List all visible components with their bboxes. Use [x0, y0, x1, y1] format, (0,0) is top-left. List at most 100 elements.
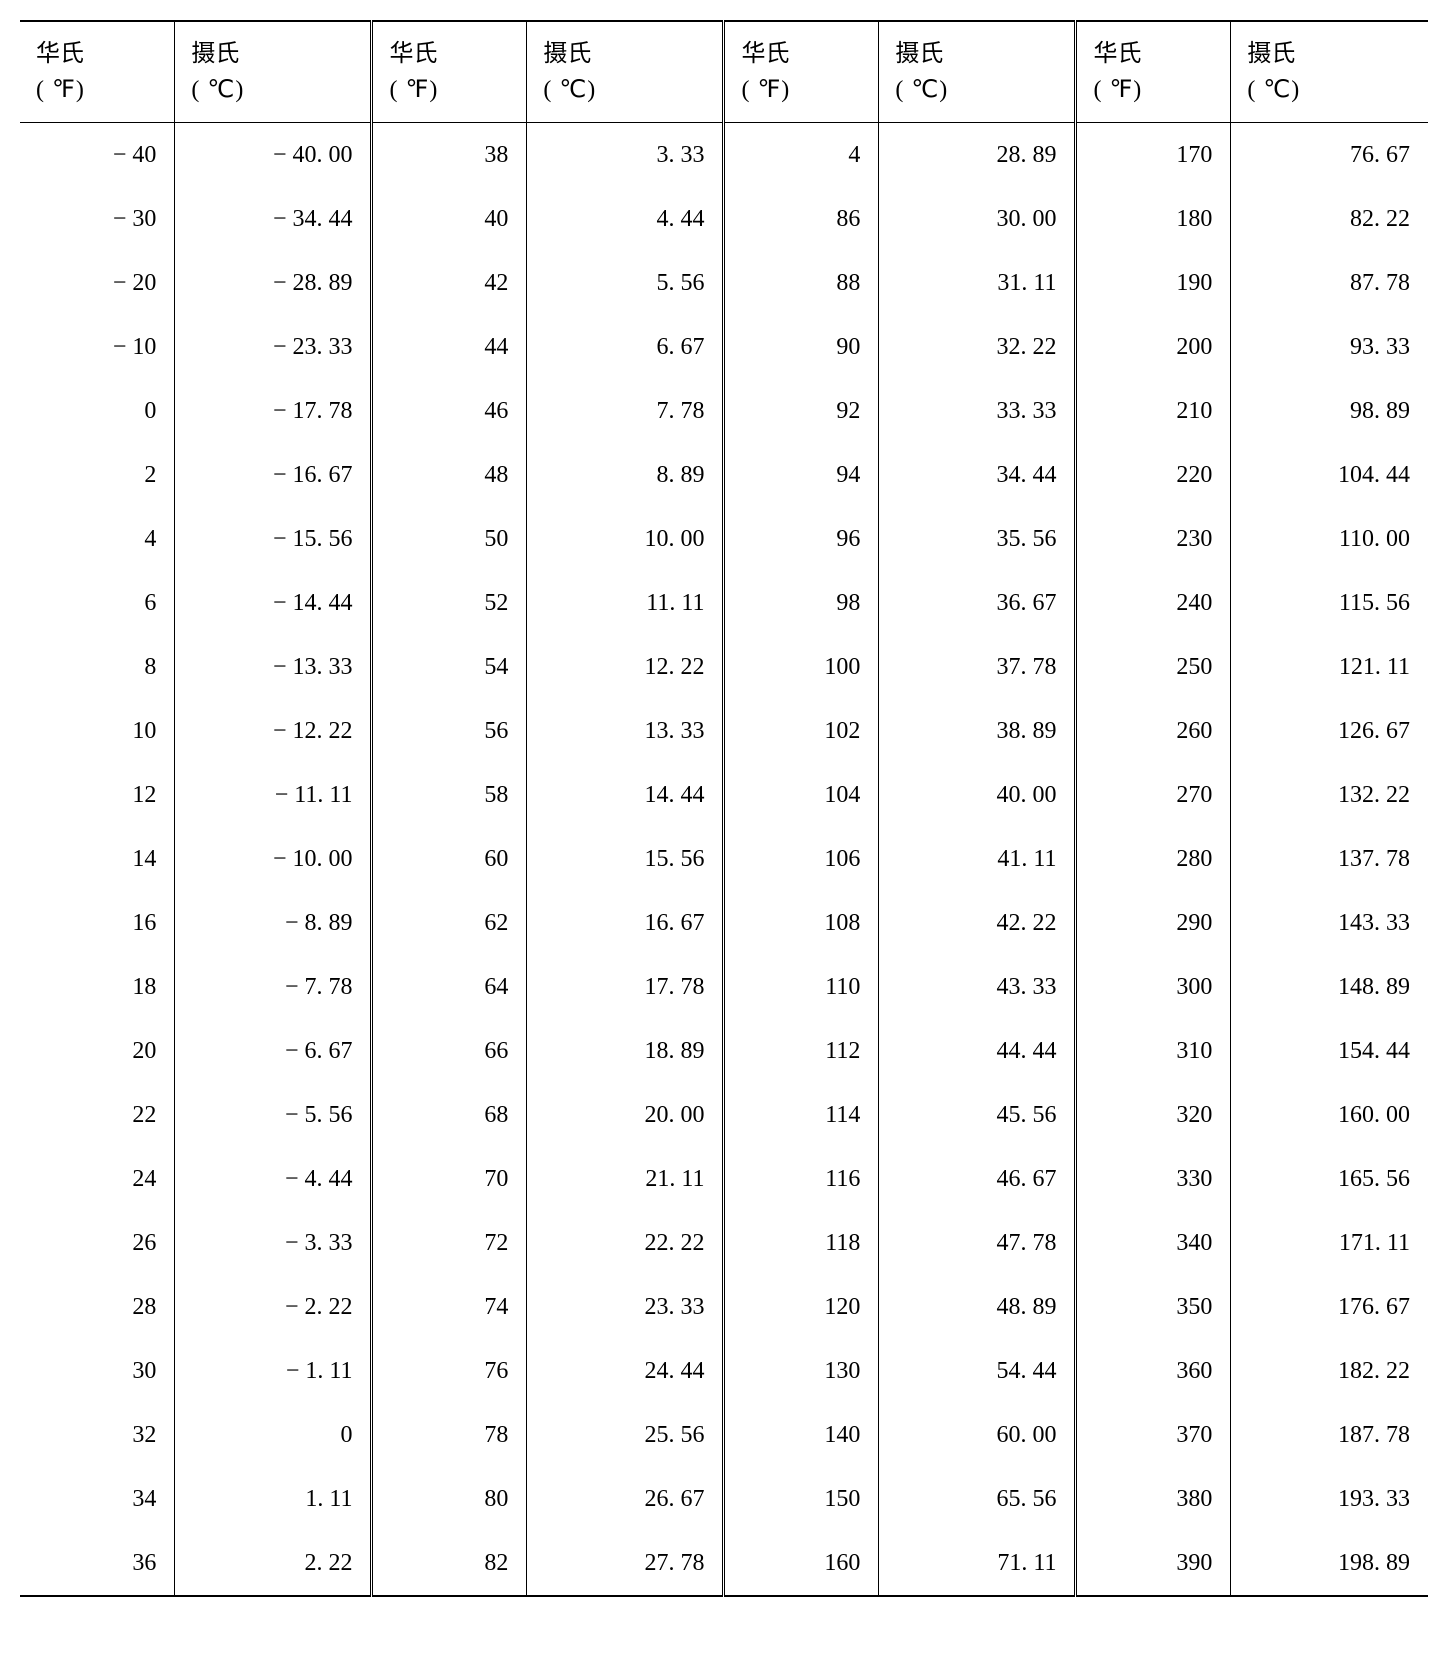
cell-celsius: − 7. 78: [175, 955, 372, 1019]
cell-celsius: 104. 44: [1231, 443, 1428, 507]
cell-fahrenheit: 32: [20, 1403, 175, 1467]
cell-celsius: 30. 00: [879, 187, 1076, 251]
cell-celsius: 16. 67: [527, 891, 724, 955]
cell-fahrenheit: 4: [20, 507, 175, 571]
col-header-f: 华氏 ( ℉): [20, 21, 175, 123]
cell-fahrenheit: 42: [372, 251, 527, 315]
cell-celsius: 22. 22: [527, 1211, 724, 1275]
table-header-row: 华氏 ( ℉) 摄氏 ( ℃) 华氏 ( ℉) 摄氏 ( ℃) 华氏 ( ℉) …: [20, 21, 1428, 123]
cell-celsius: 182. 22: [1231, 1339, 1428, 1403]
cell-fahrenheit: 16: [20, 891, 175, 955]
cell-celsius: 24. 44: [527, 1339, 724, 1403]
cell-celsius: − 1. 11: [175, 1339, 372, 1403]
cell-fahrenheit: 310: [1076, 1019, 1231, 1083]
cell-celsius: 148. 89: [1231, 955, 1428, 1019]
cell-fahrenheit: − 40: [20, 123, 175, 188]
cell-celsius: 33. 33: [879, 379, 1076, 443]
cell-fahrenheit: 72: [372, 1211, 527, 1275]
cell-fahrenheit: 52: [372, 571, 527, 635]
cell-fahrenheit: 140: [724, 1403, 879, 1467]
cell-fahrenheit: 38: [372, 123, 527, 188]
cell-fahrenheit: 56: [372, 699, 527, 763]
cell-fahrenheit: 360: [1076, 1339, 1231, 1403]
col-header-c: 摄氏 ( ℃): [527, 21, 724, 123]
cell-fahrenheit: 94: [724, 443, 879, 507]
table-body: − 40− 40. 00383. 33428. 8917076. 67− 30−…: [20, 123, 1428, 1597]
cell-celsius: 76. 67: [1231, 123, 1428, 188]
cell-celsius: 198. 89: [1231, 1531, 1428, 1596]
cell-celsius: 60. 00: [879, 1403, 1076, 1467]
cell-celsius: 171. 11: [1231, 1211, 1428, 1275]
cell-fahrenheit: 210: [1076, 379, 1231, 443]
cell-celsius: − 34. 44: [175, 187, 372, 251]
cell-celsius: 43. 33: [879, 955, 1076, 1019]
cell-fahrenheit: 250: [1076, 635, 1231, 699]
cell-fahrenheit: 260: [1076, 699, 1231, 763]
cell-fahrenheit: 110: [724, 955, 879, 1019]
cell-celsius: 160. 00: [1231, 1083, 1428, 1147]
cell-fahrenheit: 76: [372, 1339, 527, 1403]
cell-celsius: 6. 67: [527, 315, 724, 379]
cell-celsius: − 16. 67: [175, 443, 372, 507]
cell-celsius: − 11. 11: [175, 763, 372, 827]
cell-celsius: 82. 22: [1231, 187, 1428, 251]
table-row: 18− 7. 786417. 7811043. 33300148. 89: [20, 955, 1428, 1019]
col-header-f: 华氏 ( ℉): [724, 21, 879, 123]
cell-fahrenheit: 100: [724, 635, 879, 699]
cell-fahrenheit: 30: [20, 1339, 175, 1403]
cell-fahrenheit: 104: [724, 763, 879, 827]
cell-celsius: − 2. 22: [175, 1275, 372, 1339]
table-row: 8− 13. 335412. 2210037. 78250121. 11: [20, 635, 1428, 699]
table-row: 12− 11. 115814. 4410440. 00270132. 22: [20, 763, 1428, 827]
cell-fahrenheit: 230: [1076, 507, 1231, 571]
cell-celsius: 4. 44: [527, 187, 724, 251]
cell-celsius: 10. 00: [527, 507, 724, 571]
table-row: 3207825. 5614060. 00370187. 78: [20, 1403, 1428, 1467]
cell-fahrenheit: 330: [1076, 1147, 1231, 1211]
cell-fahrenheit: − 30: [20, 187, 175, 251]
table-row: 24− 4. 447021. 1111646. 67330165. 56: [20, 1147, 1428, 1211]
table-row: − 10− 23. 33446. 679032. 2220093. 33: [20, 315, 1428, 379]
cell-celsius: 34. 44: [879, 443, 1076, 507]
cell-fahrenheit: 112: [724, 1019, 879, 1083]
cell-celsius: 12. 22: [527, 635, 724, 699]
cell-celsius: 5. 56: [527, 251, 724, 315]
cell-celsius: 110. 00: [1231, 507, 1428, 571]
col-header-c: 摄氏 ( ℃): [1231, 21, 1428, 123]
cell-celsius: 8. 89: [527, 443, 724, 507]
cell-fahrenheit: 106: [724, 827, 879, 891]
col-header-f: 华氏 ( ℉): [372, 21, 527, 123]
cell-celsius: 14. 44: [527, 763, 724, 827]
cell-fahrenheit: 90: [724, 315, 879, 379]
cell-fahrenheit: 180: [1076, 187, 1231, 251]
cell-celsius: 126. 67: [1231, 699, 1428, 763]
cell-fahrenheit: 220: [1076, 443, 1231, 507]
conversion-table: 华氏 ( ℉) 摄氏 ( ℃) 华氏 ( ℉) 摄氏 ( ℃) 华氏 ( ℉) …: [20, 20, 1428, 1597]
cell-celsius: 18. 89: [527, 1019, 724, 1083]
col-header-c: 摄氏 ( ℃): [175, 21, 372, 123]
cell-fahrenheit: 46: [372, 379, 527, 443]
cell-fahrenheit: 14: [20, 827, 175, 891]
cell-fahrenheit: 50: [372, 507, 527, 571]
table-row: − 20− 28. 89425. 568831. 1119087. 78: [20, 251, 1428, 315]
cell-fahrenheit: 62: [372, 891, 527, 955]
cell-fahrenheit: 78: [372, 1403, 527, 1467]
cell-fahrenheit: 114: [724, 1083, 879, 1147]
cell-celsius: − 15. 56: [175, 507, 372, 571]
cell-celsius: 143. 33: [1231, 891, 1428, 955]
cell-fahrenheit: 2: [20, 443, 175, 507]
cell-fahrenheit: 380: [1076, 1467, 1231, 1531]
cell-celsius: 115. 56: [1231, 571, 1428, 635]
cell-fahrenheit: 70: [372, 1147, 527, 1211]
cell-fahrenheit: 320: [1076, 1083, 1231, 1147]
cell-fahrenheit: 58: [372, 763, 527, 827]
cell-celsius: − 12. 22: [175, 699, 372, 763]
cell-celsius: 47. 78: [879, 1211, 1076, 1275]
cell-fahrenheit: 116: [724, 1147, 879, 1211]
cell-celsius: 20. 00: [527, 1083, 724, 1147]
cell-celsius: 31. 11: [879, 251, 1076, 315]
cell-fahrenheit: 86: [724, 187, 879, 251]
table-row: 362. 228227. 7816071. 11390198. 89: [20, 1531, 1428, 1596]
cell-fahrenheit: 4: [724, 123, 879, 188]
cell-celsius: − 14. 44: [175, 571, 372, 635]
